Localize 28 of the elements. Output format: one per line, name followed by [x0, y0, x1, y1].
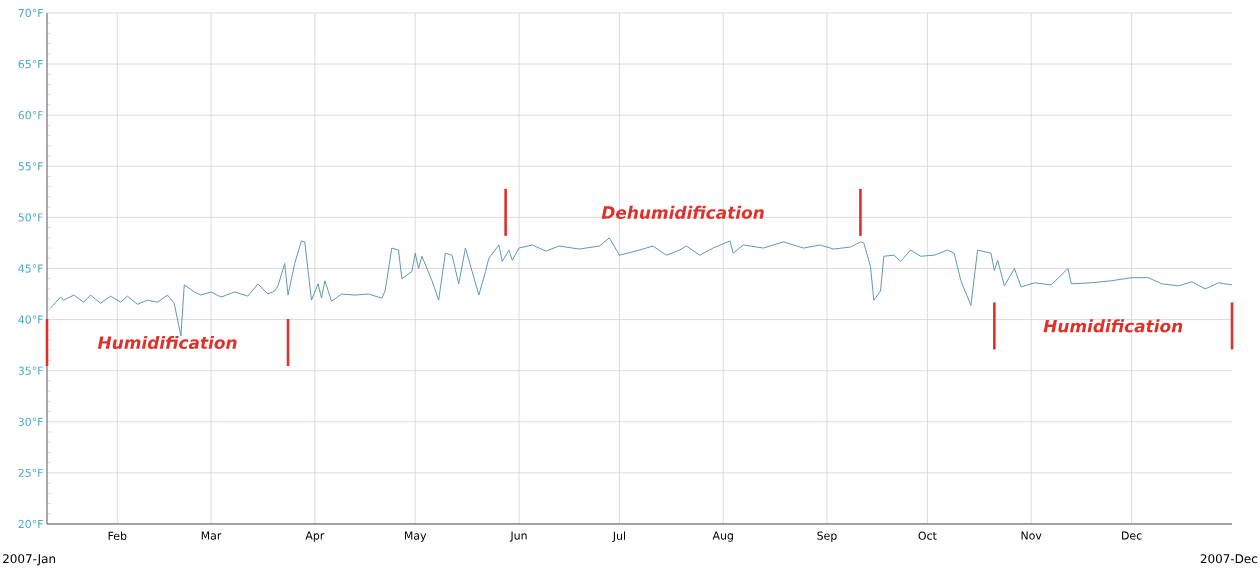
y-tick-label: 30°F [18, 417, 43, 426]
x-tick-label: Dec [1122, 531, 1142, 540]
y-tick-label: 45°F [18, 264, 43, 273]
y-tick-label: 60°F [18, 111, 43, 120]
y-tick-label: 25°F [18, 468, 43, 478]
x-tick-label: Oct [918, 531, 937, 540]
y-tick-label: 55°F [18, 162, 43, 171]
y-tick-label: 70°F [18, 8, 43, 18]
annotation: Humidification [1043, 319, 1183, 333]
text: 2007-Jan [3, 554, 56, 566]
x-tick-label: Jul [612, 531, 626, 543]
text: 2007-Dec [1200, 554, 1258, 564]
x-tick-label: May [404, 531, 427, 542]
y-tick-label: 20°F [18, 519, 43, 529]
line-series [49, 237, 1233, 337]
annotation: Dehumidification [601, 205, 764, 219]
x-tick-label: Apr [305, 531, 325, 542]
y-tick-label: 40°F [18, 315, 43, 324]
x-tick-label: Aug [712, 531, 733, 542]
x-tick-label: Nov [1021, 531, 1042, 540]
y-tick-label: 50°F [18, 213, 43, 222]
x-tick-label: Jun [509, 531, 527, 542]
x-tick-label: Feb [108, 531, 127, 540]
x-tick-label: Mar [201, 531, 222, 540]
y-tick-label: 35°F [18, 366, 43, 375]
annotation: Humidification [97, 335, 237, 350]
y-tick-label: 65°F [18, 59, 43, 69]
x-tick-label: Sep [817, 531, 837, 542]
